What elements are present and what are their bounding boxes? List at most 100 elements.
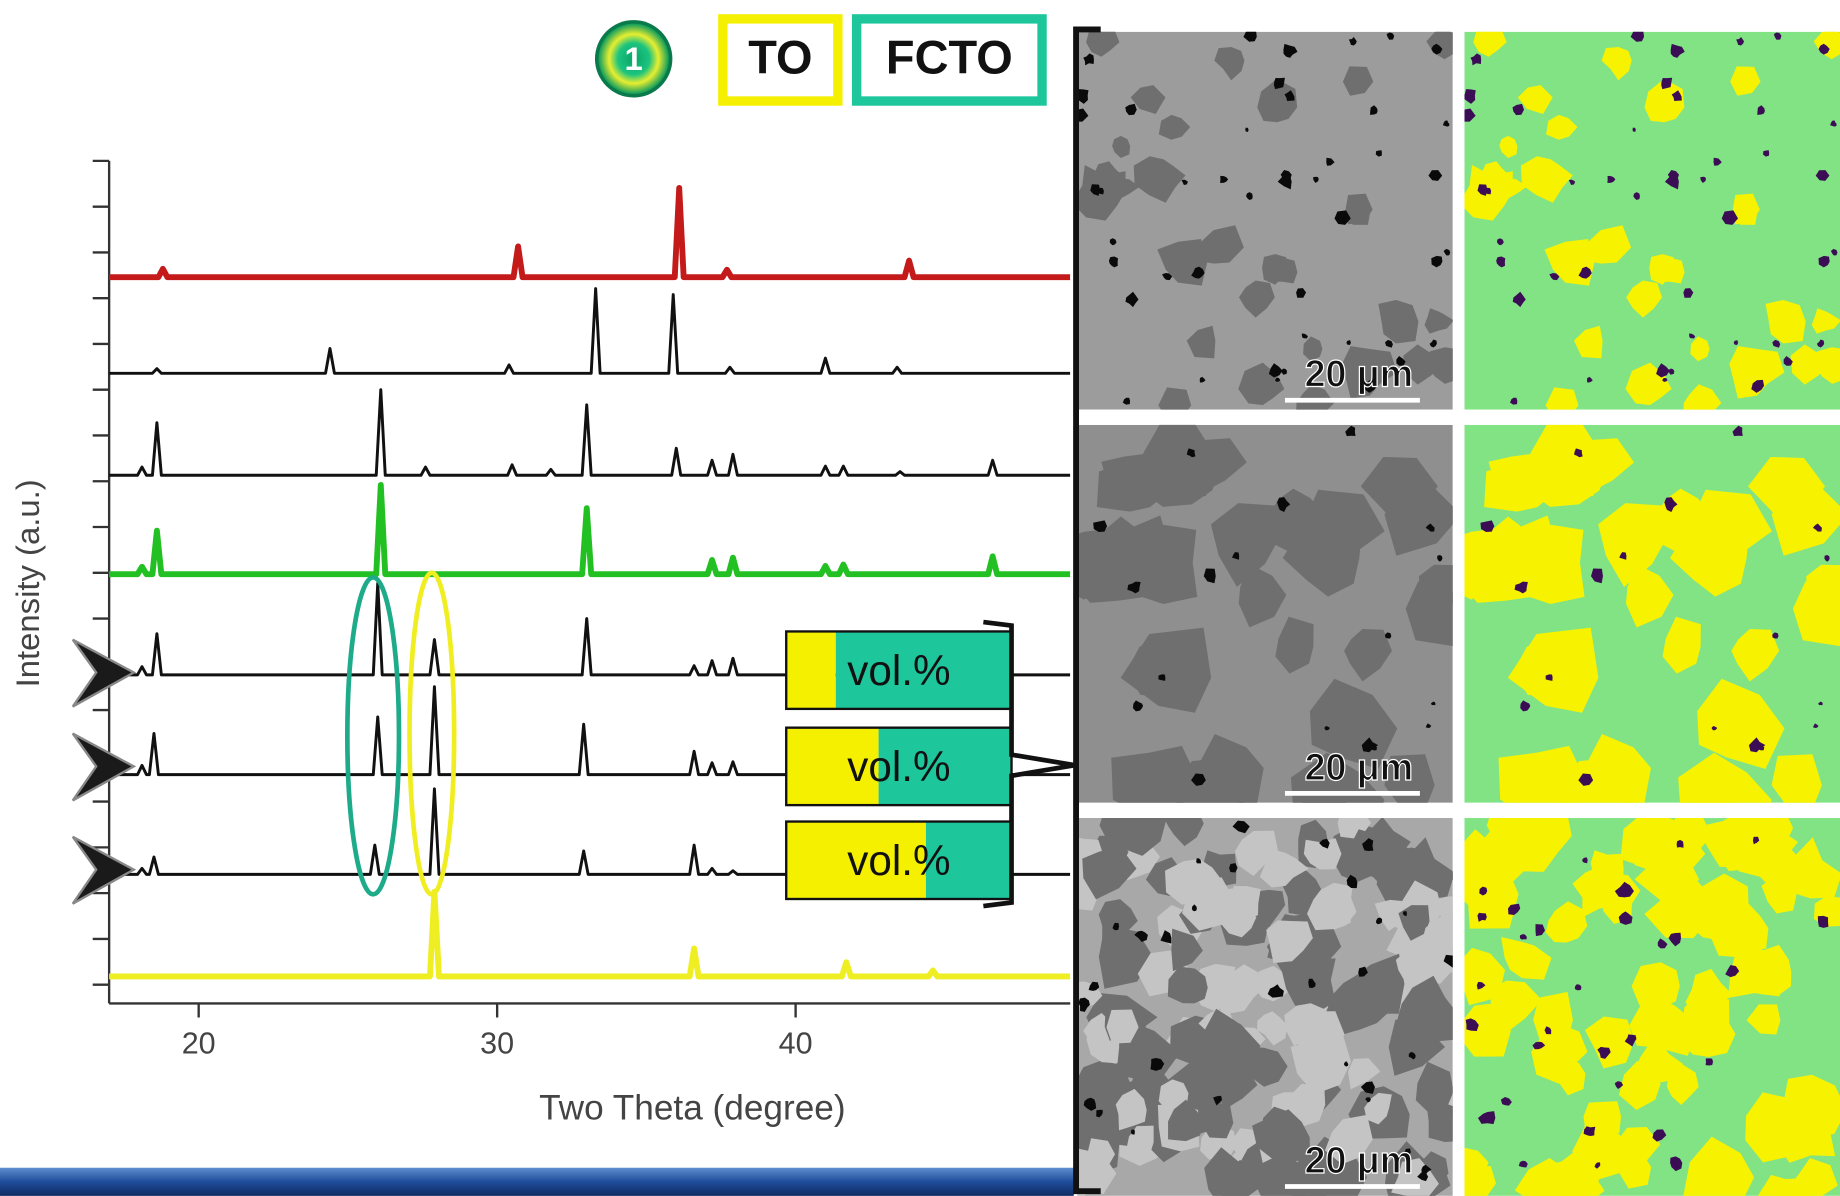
grain xyxy=(1792,580,1840,647)
xrd-pattern xyxy=(109,184,1071,281)
grain xyxy=(1512,103,1524,116)
grain xyxy=(1266,920,1313,964)
micrograph-grid: 20 μm 20 μm 20 μm xyxy=(1077,31,1840,1196)
grain xyxy=(1196,858,1202,864)
grain xyxy=(1479,886,1488,896)
legend-label: FCTO xyxy=(886,32,1013,84)
grain xyxy=(1725,964,1740,978)
grain xyxy=(1168,1099,1205,1142)
grain xyxy=(1299,489,1385,563)
grain xyxy=(1345,198,1371,225)
legend-box xyxy=(851,14,1047,106)
grain xyxy=(1108,256,1118,268)
grain xyxy=(1132,700,1144,712)
grain xyxy=(1442,120,1450,127)
grain xyxy=(1424,308,1453,334)
grain xyxy=(1590,568,1603,584)
grain xyxy=(1713,157,1722,166)
grain xyxy=(1362,838,1374,851)
grain xyxy=(1245,127,1249,132)
grain xyxy=(1733,198,1758,225)
grain xyxy=(1465,1018,1479,1032)
grain xyxy=(1477,912,1487,922)
grain xyxy=(1395,948,1427,979)
grain xyxy=(1689,333,1696,339)
grain xyxy=(1133,156,1186,203)
grain xyxy=(1203,568,1216,584)
grain xyxy=(1191,266,1205,279)
grain xyxy=(1625,564,1674,628)
grain xyxy=(1532,1041,1546,1050)
grain xyxy=(1470,53,1482,66)
grain xyxy=(1630,31,1645,42)
grain xyxy=(1375,917,1383,925)
grain xyxy=(1500,1096,1512,1106)
grain xyxy=(1790,1157,1838,1196)
grain xyxy=(1662,377,1668,382)
grain xyxy=(1150,1058,1165,1071)
grain xyxy=(1288,1082,1326,1127)
grain xyxy=(1082,846,1137,900)
grain xyxy=(1158,387,1192,410)
grain xyxy=(1477,1111,1496,1125)
grain xyxy=(1732,425,1743,437)
grain xyxy=(1748,737,1766,753)
grain xyxy=(1560,757,1640,803)
grain xyxy=(1281,368,1288,375)
grain xyxy=(1280,170,1292,181)
grain xyxy=(1364,379,1377,393)
badge-number: 1 xyxy=(625,40,643,77)
grain xyxy=(1430,701,1436,706)
grain xyxy=(1652,1129,1667,1142)
grain xyxy=(1662,616,1701,674)
grain xyxy=(1229,863,1238,873)
grain xyxy=(1614,881,1634,898)
grain xyxy=(1290,1035,1352,1095)
grain xyxy=(1307,882,1353,931)
grain xyxy=(1429,339,1437,348)
grain xyxy=(1345,425,1356,437)
grain xyxy=(1729,346,1785,399)
x-tick-label: 30 xyxy=(480,1027,514,1061)
grain xyxy=(1344,953,1405,1014)
grain xyxy=(1619,552,1627,560)
grain xyxy=(1631,962,1680,1009)
grain xyxy=(1114,818,1166,856)
grain xyxy=(1443,248,1451,256)
grain xyxy=(1093,520,1108,533)
grain xyxy=(1252,1109,1310,1162)
grain xyxy=(1077,89,1089,104)
grain xyxy=(1584,1016,1634,1069)
badge-circle xyxy=(598,23,669,94)
grain xyxy=(1346,874,1358,889)
grain xyxy=(1772,339,1781,348)
grain xyxy=(1259,849,1309,888)
grain xyxy=(1296,288,1307,298)
grain xyxy=(1308,978,1316,989)
grain xyxy=(1746,1004,1781,1035)
x-tick-label: 40 xyxy=(779,1027,813,1061)
grain xyxy=(1257,1011,1288,1046)
grain xyxy=(1629,995,1700,1056)
grain xyxy=(1664,497,1678,512)
grain xyxy=(1370,105,1378,115)
grain xyxy=(1186,325,1216,359)
xrd-pattern xyxy=(109,888,1071,980)
grain xyxy=(1771,754,1822,803)
grain xyxy=(1426,31,1453,60)
grain xyxy=(1182,878,1224,931)
grain xyxy=(1404,1148,1411,1156)
grain xyxy=(1644,887,1715,939)
grain xyxy=(1520,700,1531,712)
grain xyxy=(1200,1102,1234,1139)
grain xyxy=(1163,818,1204,847)
grain xyxy=(1186,448,1196,458)
grain xyxy=(1682,999,1730,1051)
vol-segment xyxy=(878,727,1012,806)
grain xyxy=(1598,503,1665,587)
grain xyxy=(1342,66,1374,96)
grain xyxy=(1546,444,1600,497)
grain xyxy=(1757,105,1765,115)
grain xyxy=(1238,280,1275,318)
grain xyxy=(1267,984,1284,998)
